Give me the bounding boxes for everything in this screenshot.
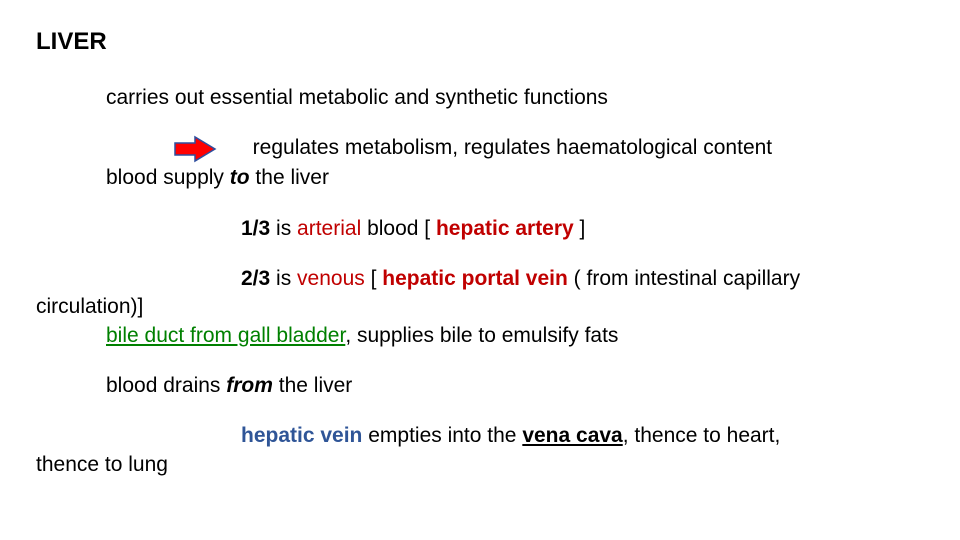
to-word: to bbox=[230, 166, 250, 189]
t: blood supply bbox=[106, 166, 230, 189]
t: [ bbox=[365, 267, 383, 290]
t: ( from intestinal capillary bbox=[568, 267, 800, 290]
t: the liver bbox=[273, 374, 352, 397]
arrow-icon bbox=[171, 134, 219, 164]
line-venous-block: 2/3 is venous [ hepatic portal vein ( fr… bbox=[36, 265, 924, 350]
line-drains: blood drains from the liver bbox=[36, 372, 924, 400]
t: is bbox=[270, 217, 297, 240]
bile-duct: bile duct from gall bladder bbox=[106, 324, 345, 347]
arrow-line: regulates metabolism, regulates haematol… bbox=[36, 134, 924, 164]
line-functions: carries out essential metabolic and synt… bbox=[36, 84, 924, 112]
t: , thence to heart, bbox=[623, 424, 781, 447]
venous-word: venous bbox=[297, 267, 365, 290]
line-hepatic-vein-wrap: thence to lung bbox=[36, 451, 924, 479]
hepatic-artery: hepatic artery bbox=[436, 217, 574, 240]
t: is bbox=[270, 267, 297, 290]
slide: LIVER carries out essential metabolic an… bbox=[0, 0, 960, 540]
line-regulates: regulates metabolism, regulates haematol… bbox=[241, 134, 772, 162]
line-hepatic-vein-block: hepatic vein empties into the vena cava,… bbox=[36, 422, 924, 479]
line-arterial: 1/3 is arterial blood [ hepatic artery ] bbox=[36, 215, 924, 243]
line-bile: bile duct from gall bladder, supplies bi… bbox=[36, 322, 924, 350]
t: , supplies bile to emulsify fats bbox=[345, 324, 618, 347]
frac-2-3: 2/3 bbox=[241, 267, 270, 290]
from-word: from bbox=[226, 374, 273, 397]
frac-1-3: 1/3 bbox=[241, 217, 270, 240]
t: the liver bbox=[250, 166, 329, 189]
t: blood drains bbox=[106, 374, 226, 397]
hepatic-vein: hepatic vein bbox=[241, 424, 362, 447]
line-blood-supply: blood supply to the liver bbox=[36, 164, 924, 192]
t: empties into the bbox=[362, 424, 522, 447]
arrow-cell bbox=[36, 134, 241, 164]
body-text: carries out essential metabolic and synt… bbox=[36, 84, 924, 479]
t: ] bbox=[574, 217, 586, 240]
line-hepatic-vein: hepatic vein empties into the vena cava,… bbox=[36, 422, 924, 450]
line-venous-wrap: circulation)] bbox=[36, 293, 924, 321]
page-title: LIVER bbox=[36, 28, 924, 56]
t: blood [ bbox=[361, 217, 436, 240]
hepatic-portal-vein: hepatic portal vein bbox=[382, 267, 568, 290]
vena-cava: vena cava bbox=[522, 424, 622, 447]
line-venous: 2/3 is venous [ hepatic portal vein ( fr… bbox=[36, 265, 924, 293]
arterial-word: arterial bbox=[297, 217, 361, 240]
